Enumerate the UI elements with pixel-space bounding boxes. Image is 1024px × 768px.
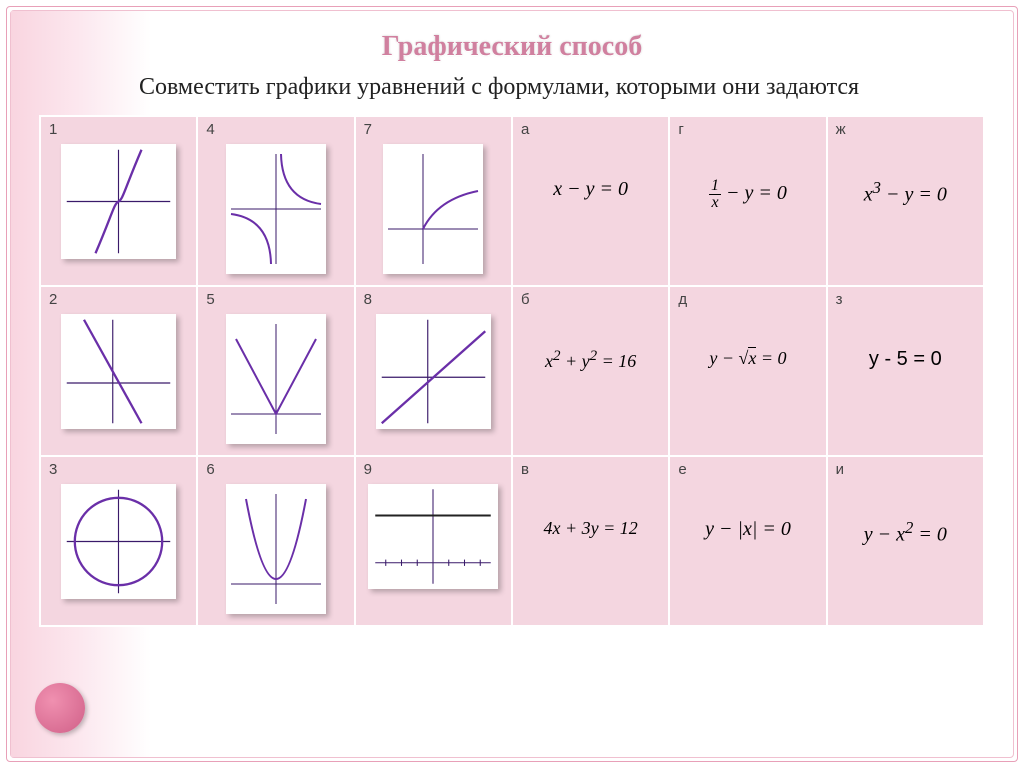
page-title: Графический способ: [39, 31, 985, 63]
formula-i: y − x2 = 0: [836, 518, 975, 547]
formula-zh: x3 − y = 0: [836, 178, 975, 207]
cell-label: б: [521, 291, 660, 308]
cell-label: 1: [49, 121, 188, 138]
cell-label: 9: [364, 461, 503, 478]
cell-label: г: [678, 121, 817, 138]
formula-e: y − |x| = 0: [678, 518, 817, 541]
cell-4: 4: [197, 116, 354, 286]
cell-g: г 1x − y = 0: [669, 116, 826, 286]
cell-e: е y − |x| = 0: [669, 456, 826, 626]
cell-zh: ж x3 − y = 0: [827, 116, 984, 286]
cell-1: 1: [40, 116, 197, 286]
cell-7: 7: [355, 116, 512, 286]
graph-line-pos: [376, 314, 491, 429]
formula-v: 4x + 3y = 12: [521, 518, 660, 539]
formula-b: x2 + y2 = 16: [521, 348, 660, 372]
cell-d: д y − √x = 0: [669, 286, 826, 456]
cell-label: 4: [206, 121, 345, 138]
cell-8: 8: [355, 286, 512, 456]
cell-label: 3: [49, 461, 188, 478]
graph-hline: [368, 484, 498, 589]
grid-table: 1 4: [39, 115, 985, 627]
graph-circle: [61, 484, 176, 599]
cell-v: в 4x + 3y = 12: [512, 456, 669, 626]
cell-6: 6: [197, 456, 354, 626]
cell-label: и: [836, 461, 975, 478]
cell-2: 2: [40, 286, 197, 456]
cell-z: з y - 5 = 0: [827, 286, 984, 456]
cell-label: ж: [836, 121, 975, 138]
cell-i: и y − x2 = 0: [827, 456, 984, 626]
formula-d: y − √x = 0: [678, 348, 817, 369]
formula-g: 1x − y = 0: [678, 178, 817, 211]
cell-label: 7: [364, 121, 503, 138]
cell-label: 8: [364, 291, 503, 308]
subtitle: Совместить графики уравнений с формулами…: [139, 71, 985, 103]
cell-label: 2: [49, 291, 188, 308]
graph-sqrt: [383, 144, 483, 274]
graph-parabola: [226, 484, 326, 614]
graph-abs: [226, 314, 326, 444]
cell-label: а: [521, 121, 660, 138]
cell-9: 9: [355, 456, 512, 626]
graph-line-neg: [61, 314, 176, 429]
cell-label: в: [521, 461, 660, 478]
cell-a: а x − y = 0: [512, 116, 669, 286]
graph-hyperbola: [226, 144, 326, 274]
cell-3: 3: [40, 456, 197, 626]
cell-label: 6: [206, 461, 345, 478]
cell-b: б x2 + y2 = 16: [512, 286, 669, 456]
corner-badge-icon: [35, 683, 85, 733]
graph-cubic: [61, 144, 176, 259]
cell-label: д: [678, 291, 817, 308]
formula-a: x − y = 0: [521, 178, 660, 201]
cell-5: 5: [197, 286, 354, 456]
formula-z: y - 5 = 0: [836, 348, 975, 371]
cell-label: з: [836, 291, 975, 308]
cell-label: е: [678, 461, 817, 478]
cell-label: 5: [206, 291, 345, 308]
